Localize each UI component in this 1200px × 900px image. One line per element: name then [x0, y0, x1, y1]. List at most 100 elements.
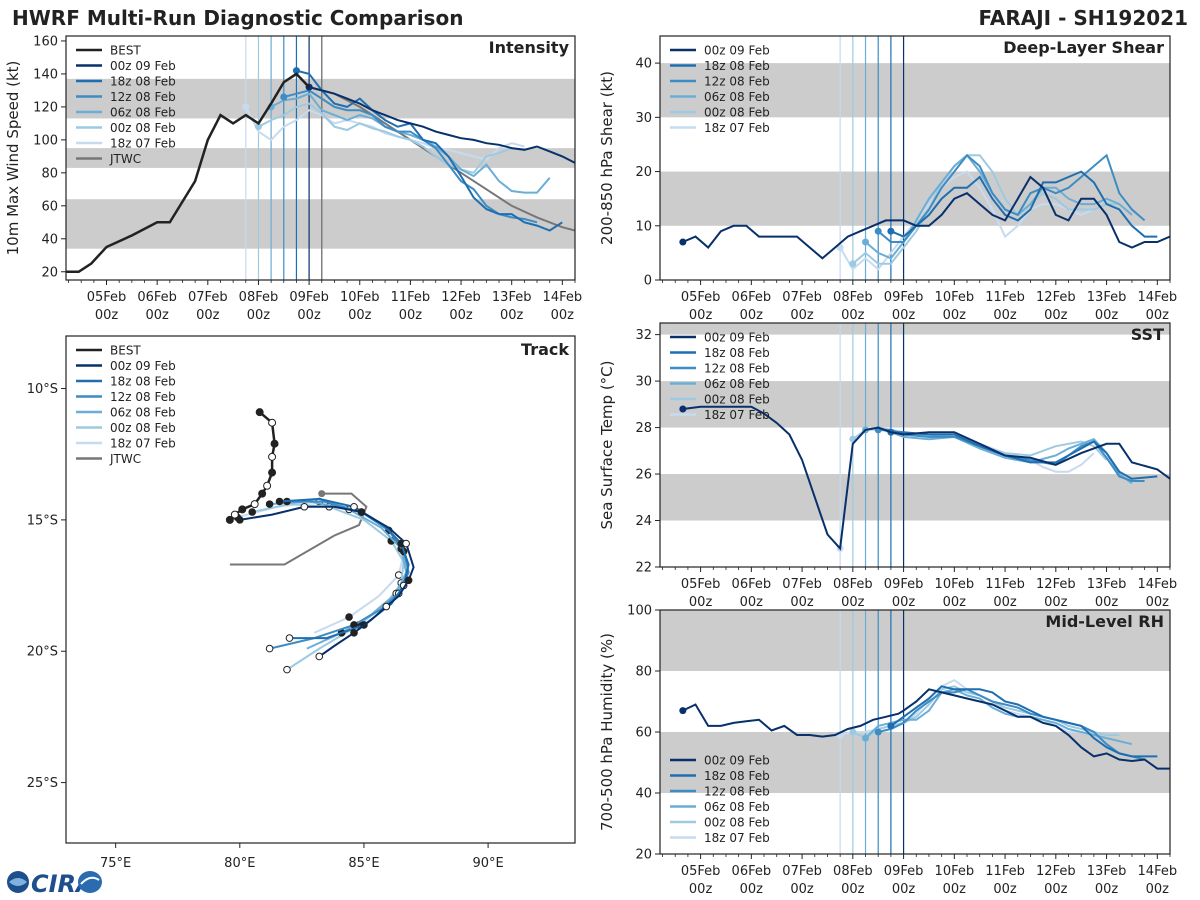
- best-track-point: [255, 408, 264, 417]
- track-marker: [357, 508, 366, 516]
- x-tick-sublabel: 00z: [1095, 595, 1119, 610]
- plot-frame: [65, 335, 576, 844]
- track-marker: [285, 634, 294, 642]
- track-marker: [300, 502, 309, 511]
- best-track-point: [268, 468, 277, 477]
- legend-entry-run-label: 00z 08 Feb: [704, 106, 770, 120]
- x-tick-label: 11Feb: [985, 864, 1025, 879]
- legend-entry-run-label: 06z 08 Feb: [704, 90, 770, 104]
- x-tick-label: 10Feb: [935, 864, 975, 879]
- y-tick-label: 40: [635, 787, 652, 802]
- x-tick-label: 12Feb: [441, 290, 481, 305]
- legend-entry-jtwc-label: JTWC: [109, 152, 141, 166]
- x-tick-sublabel: 00z: [95, 308, 119, 323]
- x-tick-label: 14Feb: [1138, 577, 1178, 592]
- series-start-point: [292, 67, 300, 75]
- threshold-band: [660, 610, 1170, 671]
- x-tick-sublabel: 00z: [500, 308, 524, 323]
- plot-frame: [659, 35, 1171, 281]
- series-group: [679, 678, 1170, 770]
- y-tick-label: 120: [33, 100, 58, 115]
- x-tick-sublabel: 00z: [297, 308, 321, 323]
- shear-panel: 05Feb 00z 06Feb 00z 07Feb 00z 08Feb 00z 09Feb 00z…: [598, 35, 1177, 323]
- x-tick-label: 10Feb: [935, 290, 975, 305]
- y-axis-label: Sea Surface Temp (°C): [598, 360, 616, 529]
- series-start-point: [254, 123, 262, 131]
- threshold-band: [66, 199, 575, 249]
- x-tick-label: 06Feb: [732, 577, 772, 592]
- panel-title: Mid-Level RH: [1045, 612, 1164, 631]
- x-tick-sublabel: 00z: [1044, 882, 1068, 897]
- x-tick-label: 13Feb: [1087, 290, 1127, 305]
- best-track-point: [268, 452, 277, 461]
- legend-entry-run-label: 18z 07 Feb: [704, 121, 770, 135]
- legend-entry-run-label: 00z 09 Feb: [704, 331, 770, 345]
- x-tick-sublabel: 00z: [740, 595, 764, 610]
- x-tick-label: 10Feb: [340, 290, 380, 305]
- x-tick-sublabel: 00z: [1044, 308, 1068, 323]
- x-tick-sublabel: 00z: [841, 595, 865, 610]
- y-tick-label: 15°S: [27, 513, 58, 528]
- series-group: [679, 405, 1170, 552]
- x-tick-sublabel: 00z: [449, 308, 473, 323]
- legend-entry-run-label: 06z 08 Feb: [704, 800, 770, 814]
- x-tick-sublabel: 00z: [892, 882, 916, 897]
- x-tick-label: 06Feb: [732, 864, 772, 879]
- track-marker: [315, 652, 324, 661]
- legend-entry-run-label: 06z 08 Feb: [110, 106, 176, 120]
- y-tick-label: 26: [635, 468, 652, 483]
- x-tick-sublabel: 00z: [943, 308, 967, 323]
- legend-entry-run-label: 18z 07 Feb: [110, 437, 176, 451]
- x-tick-label: 11Feb: [391, 290, 431, 305]
- x-tick-label: 05Feb: [87, 290, 127, 305]
- y-tick-label: 160: [33, 34, 58, 49]
- series-line: [283, 89, 538, 224]
- x-tick-sublabel: 00z: [892, 595, 916, 610]
- y-tick-label: 40: [41, 232, 58, 247]
- y-axis-label: 10m Max Wind Speed (kt): [4, 61, 22, 256]
- best-track-point: [263, 481, 272, 490]
- legend-entry-run-label: 06z 08 Feb: [110, 406, 176, 420]
- threshold-band: [660, 732, 1170, 793]
- threshold-band: [660, 63, 1170, 118]
- track-marker: [350, 502, 358, 511]
- figure-title: HWRF Multi-Run Diagnostic Comparison: [12, 6, 463, 30]
- series-start-point: [874, 728, 882, 736]
- x-tick-label: 09Feb: [884, 864, 924, 879]
- x-tick-sublabel: 00z: [689, 595, 713, 610]
- threshold-band: [66, 148, 575, 168]
- forecast-track: [269, 500, 410, 650]
- x-tick-label: 11Feb: [985, 290, 1025, 305]
- logo-seal-wave-icon: [80, 876, 100, 885]
- x-tick-label: 12Feb: [1036, 577, 1076, 592]
- sst-panel: 05Feb 00z 06Feb 00z 07Feb 00z 08Feb 00z 09Feb 00z…: [598, 322, 1178, 610]
- y-tick-label: 100: [627, 604, 652, 619]
- legend-entry-run-label: 00z 09 Feb: [704, 754, 770, 768]
- forecast-track: [279, 497, 410, 640]
- x-tick-sublabel: 00z: [196, 308, 220, 323]
- y-tick-label: 30: [635, 375, 652, 390]
- x-tick-label: 06Feb: [732, 290, 772, 305]
- series-line: [682, 405, 1170, 551]
- y-tick-label: 20°S: [27, 645, 58, 660]
- series-line: [890, 170, 1158, 238]
- series-line: [839, 428, 1095, 549]
- y-tick-label: 140: [33, 67, 58, 82]
- x-tick-label: 05Feb: [681, 864, 721, 879]
- series-line: [890, 431, 1158, 480]
- x-tick-sublabel: 00z: [1095, 308, 1119, 323]
- x-tick-sublabel: 00z: [1095, 882, 1119, 897]
- x-tick-sublabel: 00z: [1146, 882, 1170, 897]
- x-tick-sublabel: 00z: [841, 308, 865, 323]
- x-tick-sublabel: 00z: [993, 595, 1017, 610]
- best-track-point: [225, 515, 234, 524]
- x-tick-label: 08Feb: [833, 290, 873, 305]
- x-tick-label: 75°E: [100, 856, 131, 871]
- series-line: [890, 685, 1158, 758]
- x-tick-sublabel: 00z: [892, 308, 916, 323]
- x-tick-label: 09Feb: [289, 290, 329, 305]
- legend-entry-run-label: 00z 08 Feb: [110, 121, 176, 135]
- x-tick-label: 12Feb: [1036, 290, 1076, 305]
- x-tick-label: 08Feb: [239, 290, 279, 305]
